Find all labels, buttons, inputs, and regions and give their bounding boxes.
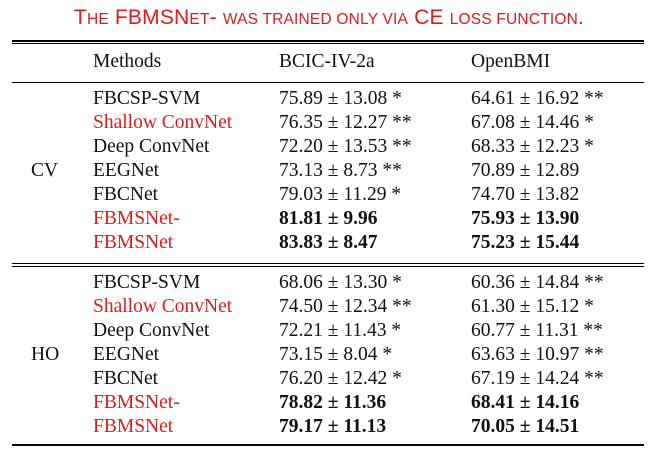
top-rule <box>12 40 644 42</box>
bcic-value-cell: 72.21 ± 11.43 * <box>279 320 402 341</box>
bcic-value-cell: 79.03 ± 11.29 * <box>279 184 402 205</box>
method-cell: FBMSNet- <box>93 392 180 413</box>
bcic-value-cell: 81.81 ± 9.96 <box>279 208 378 229</box>
openbmi-value-cell: 68.33 ± 12.23 * <box>471 136 594 157</box>
method-cell: Deep ConvNet <box>93 320 210 341</box>
bcic-value-cell: 68.06 ± 13.30 * <box>279 272 402 293</box>
caption-text: ET <box>189 11 210 28</box>
table-caption: THE FBMSNET- WAS TRAINED ONLY VIA CE LOS… <box>0 6 658 30</box>
method-cell: FBCSP-SVM <box>93 272 201 293</box>
method-cell: Shallow ConvNet <box>93 296 233 317</box>
openbmi-value-cell: 70.05 ± 14.51 <box>471 416 580 437</box>
bcic-value-cell: 83.83 ± 8.47 <box>279 232 378 253</box>
method-cell: EEGNet <box>93 344 160 365</box>
caption-text: T <box>73 6 87 29</box>
bcic-value-cell: 76.20 ± 12.42 * <box>279 368 402 389</box>
openbmi-value-cell: 61.30 ± 15.12 * <box>471 296 594 317</box>
method-cell: FBCSP-SVM <box>93 88 201 109</box>
header-methods: Methods <box>93 51 162 72</box>
caption-text: HE <box>86 11 109 28</box>
openbmi-value-cell: 60.77 ± 11.31 ** <box>471 320 603 341</box>
bcic-value-cell: 78.82 ± 11.36 <box>279 392 387 413</box>
method-cell: FBMSNet <box>93 232 174 253</box>
openbmi-value-cell: 68.41 ± 14.16 <box>471 392 580 413</box>
bcic-value-cell: 72.20 ± 13.53 ** <box>279 136 412 157</box>
header-openbmi: OpenBMI <box>471 51 551 72</box>
openbmi-value-cell: 67.19 ± 14.24 ** <box>471 368 604 389</box>
bcic-value-cell: 73.13 ± 8.73 ** <box>279 160 402 181</box>
method-cell: FBMSNet- <box>93 208 180 229</box>
group-label: CV <box>31 160 59 181</box>
top-rule-inner <box>12 43 644 44</box>
method-cell: Deep ConvNet <box>93 136 210 157</box>
header-bcic: BCIC-IV-2a <box>279 51 375 72</box>
openbmi-value-cell: 75.23 ± 15.44 <box>471 232 580 253</box>
openbmi-value-cell: 60.36 ± 14.84 ** <box>471 272 604 293</box>
method-cell: EEGNet <box>93 160 160 181</box>
caption-text: LOSS FUNCTION <box>449 11 579 28</box>
bottom-rule <box>12 444 644 446</box>
group-label: HO <box>31 344 60 365</box>
bcic-value-cell: 79.17 ± 11.13 <box>279 416 387 437</box>
caption-text: CE <box>408 6 450 29</box>
method-cell: FBCNet <box>93 368 159 389</box>
caption-text: WAS TRAINED ONLY VIA <box>222 11 409 28</box>
openbmi-value-cell: 70.89 ± 12.89 <box>471 160 580 181</box>
method-cell: Shallow ConvNet <box>93 112 233 133</box>
openbmi-value-cell: 75.93 ± 13.90 <box>471 208 580 229</box>
header-rule <box>12 82 644 83</box>
bcic-value-cell: 73.15 ± 8.04 * <box>279 344 393 365</box>
method-cell: FBCNet <box>93 184 159 205</box>
openbmi-value-cell: 67.08 ± 14.46 * <box>471 112 594 133</box>
openbmi-value-cell: 74.70 ± 13.82 <box>471 184 580 205</box>
caption-text: - <box>209 6 223 29</box>
openbmi-value-cell: 64.61 ± 16.92 ** <box>471 88 604 109</box>
caption-text: FBMSN <box>108 6 190 29</box>
group-divider-rule <box>12 263 644 264</box>
bcic-value-cell: 76.35 ± 12.27 ** <box>279 112 412 133</box>
openbmi-value-cell: 63.63 ± 10.97 ** <box>471 344 604 365</box>
group-divider-rule-inner <box>12 266 644 267</box>
bcic-value-cell: 75.89 ± 13.08 * <box>279 88 402 109</box>
caption-text: . <box>578 6 585 29</box>
bcic-value-cell: 74.50 ± 12.34 ** <box>279 296 412 317</box>
method-cell: FBMSNet <box>93 416 174 437</box>
